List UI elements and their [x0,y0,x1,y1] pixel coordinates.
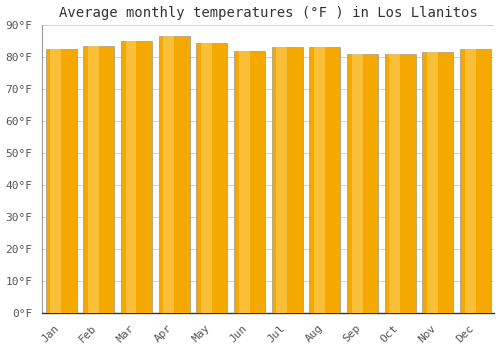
Bar [465,49,475,313]
Bar [460,49,491,313]
Bar [272,47,302,313]
Bar [164,36,174,313]
Bar [196,42,228,313]
Bar [385,54,416,313]
Bar [126,41,136,313]
Bar [352,54,362,313]
Bar [46,49,76,313]
Bar [88,46,99,313]
Bar [276,47,287,313]
Bar [158,36,190,313]
Title: Average monthly temperatures (°F ) in Los Llanitos: Average monthly temperatures (°F ) in Lo… [59,6,478,20]
Bar [390,54,400,313]
Bar [121,41,152,313]
Bar [84,46,114,313]
Bar [422,52,454,313]
Bar [310,47,340,313]
Bar [234,50,265,313]
Bar [50,49,61,313]
Bar [201,42,212,313]
Bar [427,52,438,313]
Bar [314,47,325,313]
Bar [347,54,378,313]
Bar [238,50,250,313]
